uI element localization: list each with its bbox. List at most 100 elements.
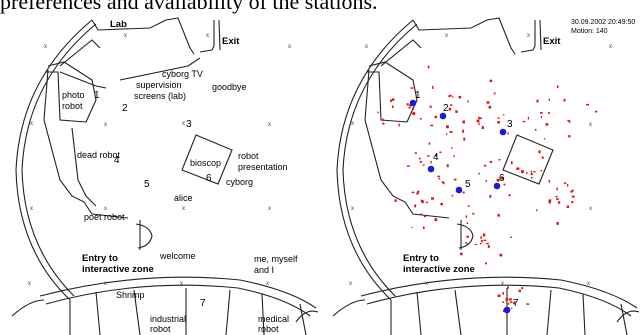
exhibition-map-labeled: x x x x x x x x x x x x x x x x Lab Exit cyborg …: [11, 17, 319, 335]
motion-speck: [540, 112, 543, 114]
motion-speck: [586, 103, 589, 106]
motion-speck: [548, 98, 550, 101]
motion-speck: [465, 215, 468, 218]
station-4-number: 4: [114, 155, 120, 166]
motion-speck: [481, 126, 484, 129]
interactive-zone-label-right: interactive zone: [403, 264, 475, 275]
robot-markers: [409, 99, 511, 314]
motion-speck: [521, 287, 524, 290]
motion-speck: [497, 121, 501, 124]
robot-marker-3: [499, 128, 507, 136]
station-1-number: 1: [94, 90, 100, 101]
motion-speck: [425, 201, 428, 204]
me-myself-label: me, myself: [254, 254, 298, 264]
motion-speck: [480, 236, 482, 239]
motion-speck: [485, 180, 488, 182]
motion-speck: [423, 226, 425, 229]
motion-speck: [489, 194, 492, 198]
motion-speck: [488, 105, 492, 109]
motion-speck: [441, 181, 444, 184]
motion-speck: [518, 167, 520, 170]
motion-speck: [458, 95, 462, 99]
motion-speck: [522, 120, 526, 123]
motion-speck: [502, 114, 505, 116]
motion-speck: [414, 152, 417, 154]
svg-text:x: x: [28, 281, 31, 287]
motion-speck: [481, 239, 483, 243]
motion-speck: [420, 213, 422, 216]
motion-speck: [531, 176, 533, 179]
bioscop-label: bioscop: [190, 158, 222, 168]
motion-speck: [467, 205, 470, 207]
motion-speck: [434, 115, 437, 119]
motion-speck: [556, 187, 558, 191]
station-2-number: 2: [122, 103, 128, 114]
station-3-number: 3: [186, 119, 192, 130]
motion-speck: [489, 161, 492, 164]
motion-speck: [418, 157, 421, 160]
svg-text:x: x: [589, 122, 592, 128]
motion-speck: [421, 200, 423, 202]
motion-speck: [454, 179, 457, 181]
motion-speck: [406, 103, 409, 106]
station-6-number-right: 6: [499, 173, 505, 184]
motion-speck: [483, 239, 487, 241]
motion-speck: [556, 222, 559, 225]
motion-speck: [476, 119, 480, 123]
station-7-number-right: 7: [513, 298, 519, 309]
motion-speck: [437, 175, 440, 178]
motion-speck: [446, 125, 449, 129]
exit-label: Exit: [222, 36, 240, 47]
motion-speck: [572, 189, 574, 192]
motion-speck: [451, 147, 453, 149]
motion-speck: [465, 242, 468, 244]
motion-speck: [411, 226, 413, 229]
svg-text:x: x: [609, 44, 612, 50]
and-i-label: and I: [254, 265, 275, 275]
motion-speck: [489, 79, 493, 83]
motion-speck: [558, 201, 561, 204]
motion-speck: [423, 215, 427, 218]
motion-speck: [502, 301, 505, 303]
motion-speck: [430, 124, 434, 127]
robot-marker-6: [493, 182, 501, 190]
motion-speck: [414, 204, 417, 208]
svg-text:x: x: [44, 44, 47, 50]
photo-robot-label: robot: [62, 101, 83, 111]
svg-text:x: x: [351, 121, 354, 127]
motion-speck: [412, 112, 416, 115]
motion-speck: [419, 160, 422, 163]
motion-speck: [479, 117, 482, 120]
svg-text:x: x: [268, 206, 271, 212]
motion-speck: [430, 160, 432, 164]
cyborg-label: cyborg: [226, 177, 254, 187]
motion-speck: [498, 159, 501, 161]
motion-speck: [564, 182, 567, 184]
motion-speck: [568, 135, 571, 138]
motion-speck: [391, 98, 395, 101]
industrial-label: industrial: [150, 314, 187, 324]
motion-speck: [496, 178, 500, 182]
station-1-number-right: 1: [415, 90, 421, 101]
motion-speck: [480, 242, 482, 245]
motion-speck: [407, 165, 410, 167]
motion-speck: [548, 180, 551, 183]
entry-to-label-right: Entry to: [403, 253, 439, 264]
motion-speck: [526, 172, 528, 175]
robot-presentation-label-1: robot: [238, 151, 259, 161]
svg-text:x: x: [351, 206, 354, 212]
motion-speck: [503, 183, 506, 186]
industrial-robot-label: robot: [150, 324, 171, 334]
motion-speck: [486, 242, 489, 245]
motion-speck: [408, 106, 411, 109]
motion-speck: [543, 138, 546, 140]
svg-text:x: x: [182, 121, 185, 127]
svg-text:x: x: [182, 206, 185, 212]
motion-speck: [533, 171, 536, 173]
photo-label: photo: [62, 90, 85, 100]
motion-speck: [394, 199, 397, 202]
motion-speck: [566, 205, 570, 208]
svg-text:x: x: [180, 281, 183, 287]
motion-speck: [486, 101, 490, 104]
motion-speck: [398, 123, 400, 127]
